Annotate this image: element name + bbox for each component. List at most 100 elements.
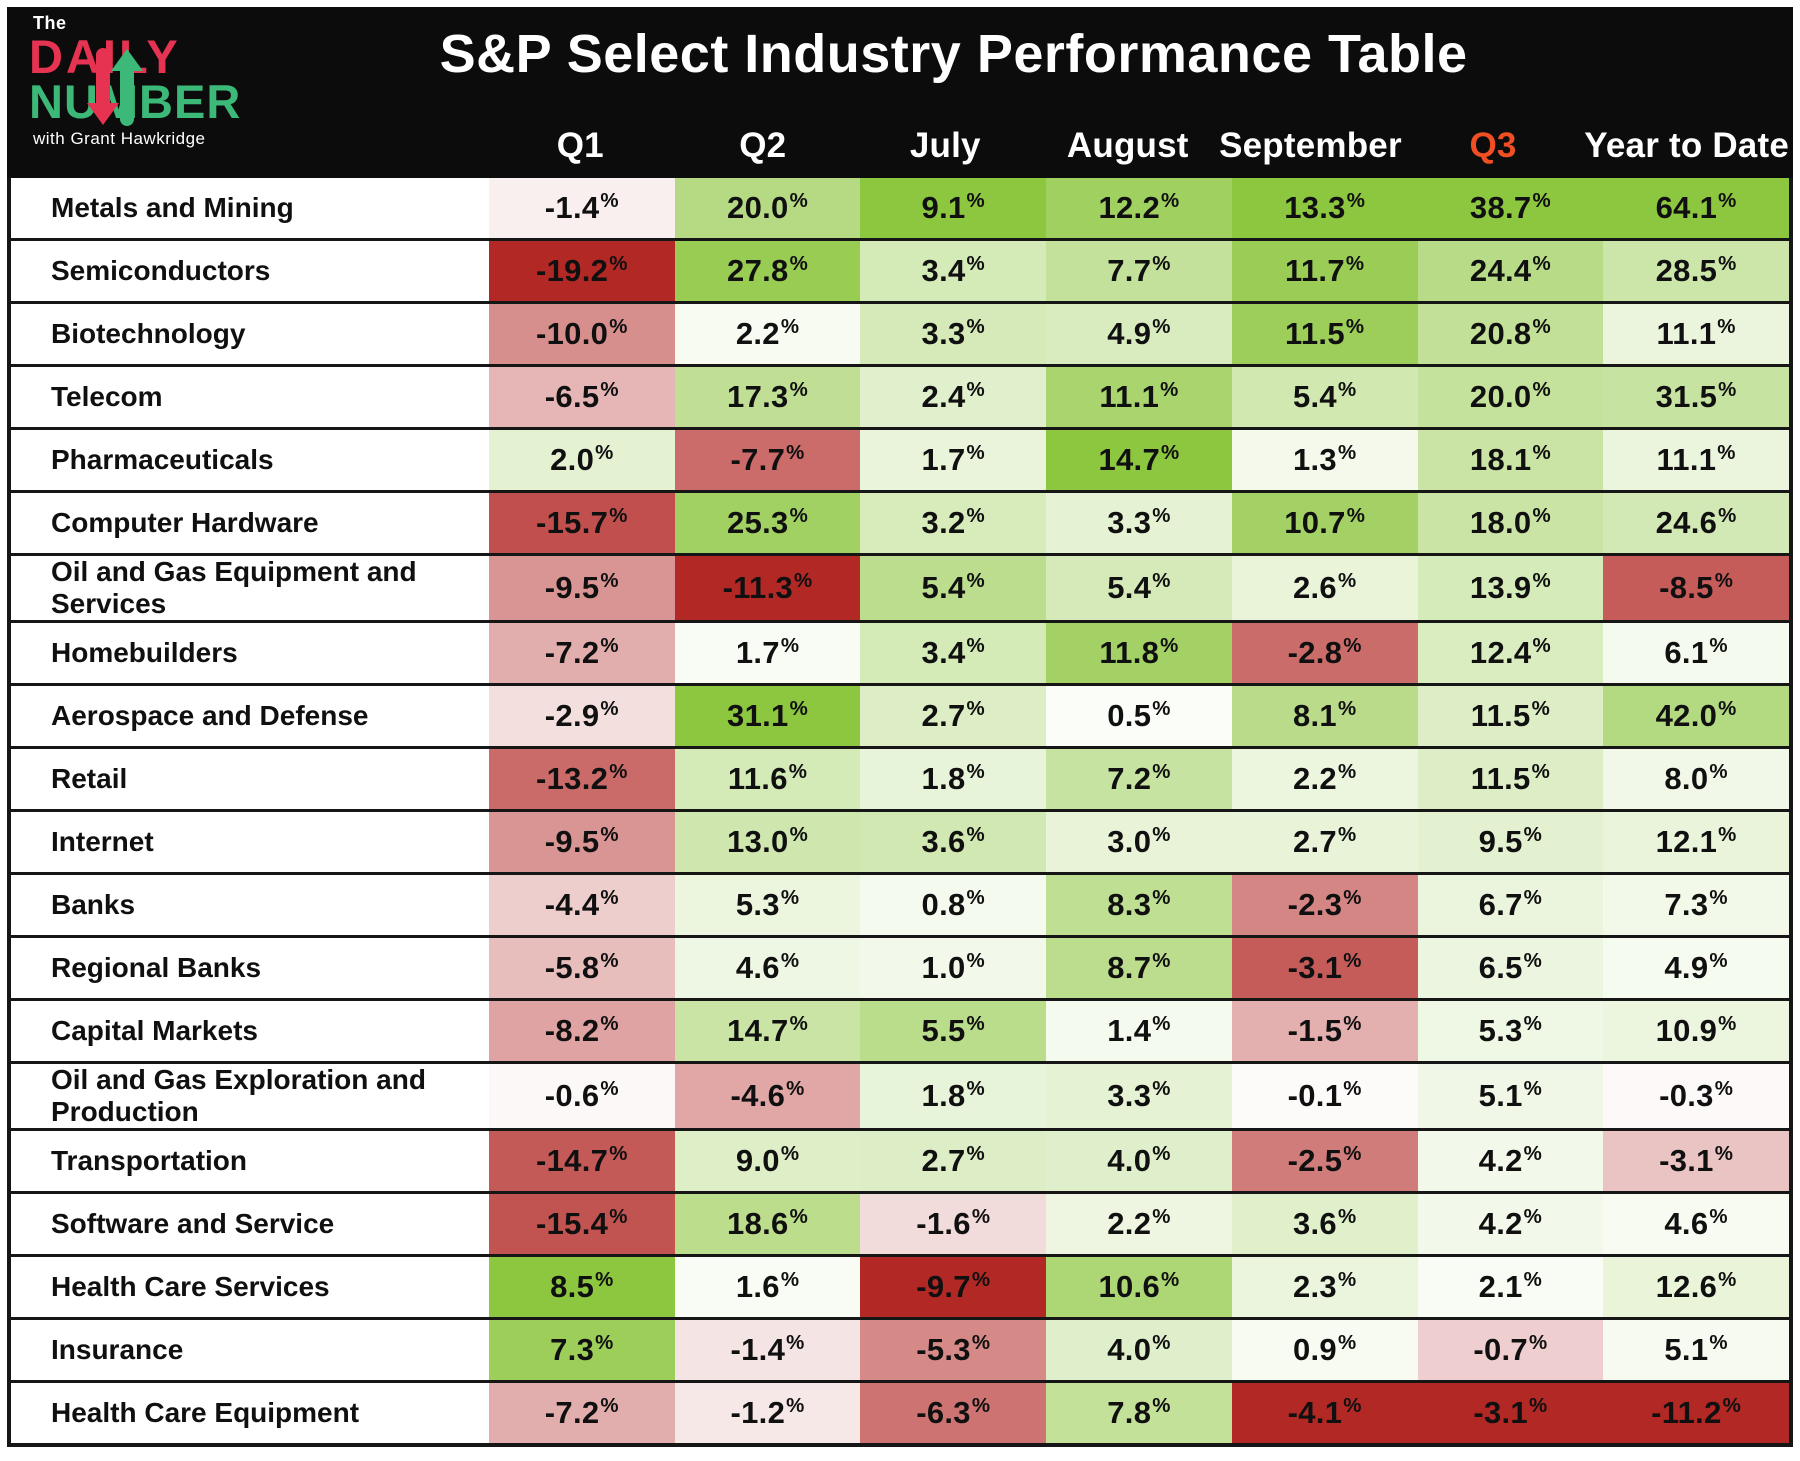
table-row: Aerospace and Defense -2.9% 31.1% 2.7% 0.5% 8… — [11, 683, 1789, 746]
value-cell: 1.6% — [674, 1257, 861, 1317]
masthead: The DAILY NUMBER with Grant Hawkridge S&… — [7, 7, 1793, 178]
value-cell: 9.0% — [674, 1131, 861, 1191]
table-row: Health Care Services 8.5% 1.6% -9.7% 10.6% 2.… — [11, 1254, 1789, 1317]
value-cell: 38.7% — [1417, 178, 1604, 238]
value-cell: 3.3% — [860, 304, 1047, 364]
value-cell: 14.7% — [674, 1001, 861, 1061]
value-cell: 31.5% — [1603, 367, 1789, 427]
value-cell: 5.4% — [1046, 556, 1232, 620]
row-label: Semiconductors — [11, 241, 489, 301]
value-cell: 12.1% — [1603, 812, 1789, 872]
column-header-row: Q1 Q2 July August September Q3 Year to Date — [7, 126, 1793, 166]
value-cell: 14.7% — [1046, 430, 1232, 490]
value-cell: -9.5% — [489, 812, 675, 872]
value-cell: 7.7% — [1046, 241, 1232, 301]
value-cell: 7.8% — [1046, 1383, 1232, 1443]
value-cell: -7.7% — [674, 430, 861, 490]
row-label: Software and Service — [11, 1194, 489, 1254]
value-cell: 8.1% — [1231, 686, 1418, 746]
column-header-q3: Q3 — [1469, 126, 1517, 165]
value-cell: -10.0% — [489, 304, 675, 364]
row-label: Biotechnology — [11, 304, 489, 364]
value-cell: 12.6% — [1603, 1257, 1789, 1317]
value-cell: 2.7% — [860, 686, 1047, 746]
row-label: Health Care Services — [11, 1257, 489, 1317]
value-cell: 7.3% — [489, 1320, 675, 1380]
table-row: Retail -13.2% 11.6% 1.8% 7.2% 2.2% 11.5% 8.0% — [11, 746, 1789, 809]
row-label: Aerospace and Defense — [11, 686, 489, 746]
table-row: Health Care Equipment -7.2% -1.2% -6.3% 7.8%… — [11, 1380, 1789, 1443]
value-cell: 13.0% — [674, 812, 861, 872]
row-label: Capital Markets — [11, 1001, 489, 1061]
value-cell: 10.9% — [1603, 1001, 1789, 1061]
value-cell: -8.2% — [489, 1001, 675, 1061]
value-cell: 3.3% — [1046, 1064, 1232, 1128]
value-cell: 12.2% — [1046, 178, 1232, 238]
value-cell: -3.1% — [1603, 1131, 1789, 1191]
value-cell: -9.7% — [860, 1257, 1047, 1317]
table-row: Software and Service -15.4% 18.6% -1.6% 2.2%… — [11, 1191, 1789, 1254]
value-cell: -0.6% — [489, 1064, 675, 1128]
table-row: Semiconductors -19.2% 27.8% 3.4% 7.7% 11.7% 24… — [11, 238, 1789, 301]
value-cell: -4.1% — [1231, 1383, 1418, 1443]
value-cell: 5.1% — [1417, 1064, 1604, 1128]
row-label: Transportation — [11, 1131, 489, 1191]
value-cell: 10.6% — [1046, 1257, 1232, 1317]
value-cell: 7.2% — [1046, 749, 1232, 809]
value-cell: -15.7% — [489, 493, 675, 553]
value-cell: 11.1% — [1603, 430, 1789, 490]
value-cell: 1.8% — [860, 1064, 1047, 1128]
table-row: Homebuilders -7.2% 1.7% 3.4% 11.8% -2.8% 12.4%… — [11, 620, 1789, 683]
value-cell: 5.4% — [1231, 367, 1418, 427]
column-header-q2: Q2 — [739, 126, 787, 165]
value-cell: 2.4% — [860, 367, 1047, 427]
value-cell: 2.6% — [1231, 556, 1418, 620]
row-label: Insurance — [11, 1320, 489, 1380]
table-row: Transportation -14.7% 9.0% 2.7% 4.0% -2.5% 4.2… — [11, 1128, 1789, 1191]
value-cell: -3.1% — [1417, 1383, 1604, 1443]
value-cell: 5.3% — [674, 875, 861, 935]
value-cell: 5.5% — [860, 1001, 1047, 1061]
value-cell: 27.8% — [674, 241, 861, 301]
value-cell: -19.2% — [489, 241, 675, 301]
value-cell: -9.5% — [489, 556, 675, 620]
value-cell: 11.8% — [1046, 623, 1232, 683]
table-row: Metals and Mining -1.4% 20.0% 9.1% 12.2% 13.3… — [11, 178, 1789, 238]
value-cell: 18.0% — [1417, 493, 1604, 553]
value-cell: 6.5% — [1417, 938, 1604, 998]
value-cell: -5.3% — [860, 1320, 1047, 1380]
value-cell: -1.4% — [674, 1320, 861, 1380]
value-cell: 11.6% — [674, 749, 861, 809]
value-cell: -0.3% — [1603, 1064, 1789, 1128]
column-header-september: September — [1219, 126, 1402, 165]
value-cell: -6.5% — [489, 367, 675, 427]
value-cell: 11.1% — [1046, 367, 1232, 427]
value-cell: 8.0% — [1603, 749, 1789, 809]
value-cell: 2.2% — [1046, 1194, 1232, 1254]
value-cell: 11.5% — [1231, 304, 1418, 364]
value-cell: 31.1% — [674, 686, 861, 746]
value-cell: -2.8% — [1231, 623, 1418, 683]
row-label: Metals and Mining — [11, 178, 489, 238]
value-cell: 24.4% — [1417, 241, 1604, 301]
value-cell: -11.3% — [674, 556, 861, 620]
column-header-year-to-date: Year to Date — [1584, 126, 1789, 165]
value-cell: 4.9% — [1603, 938, 1789, 998]
value-cell: 10.7% — [1231, 493, 1418, 553]
value-cell: 4.2% — [1417, 1131, 1604, 1191]
value-cell: -6.3% — [860, 1383, 1047, 1443]
value-cell: -15.4% — [489, 1194, 675, 1254]
value-cell: 12.4% — [1417, 623, 1604, 683]
value-cell: 1.7% — [860, 430, 1047, 490]
performance-table-page: The DAILY NUMBER with Grant Hawkridge S&… — [7, 7, 1793, 1447]
value-cell: 3.0% — [1046, 812, 1232, 872]
value-cell: 0.9% — [1231, 1320, 1418, 1380]
logo-tagline: with Grant Hawkridge — [33, 129, 206, 149]
row-label: Internet — [11, 812, 489, 872]
row-label: Homebuilders — [11, 623, 489, 683]
value-cell: 1.8% — [860, 749, 1047, 809]
table-row: Telecom -6.5% 17.3% 2.4% 11.1% 5.4% 20.0% 31.5% — [11, 364, 1789, 427]
value-cell: 24.6% — [1603, 493, 1789, 553]
row-label: Banks — [11, 875, 489, 935]
table-row: Computer Hardware -15.7% 25.3% 3.2% 3.3% 10.7… — [11, 490, 1789, 553]
